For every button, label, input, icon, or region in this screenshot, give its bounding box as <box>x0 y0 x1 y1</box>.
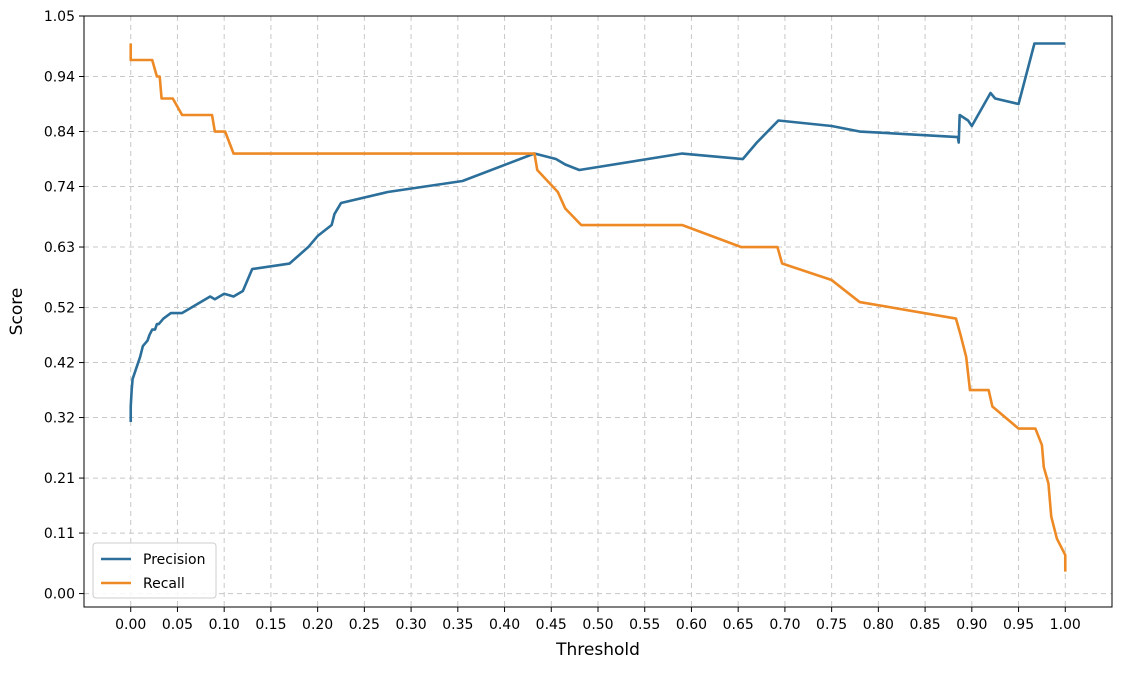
series-line-precision <box>129 42 1066 422</box>
x-tick-label: 0.10 <box>209 617 240 633</box>
legend-label-precision: Precision <box>143 552 205 568</box>
x-tick-label: 0.20 <box>302 617 333 633</box>
grid <box>84 15 1112 607</box>
x-tick-label: 1.00 <box>1050 617 1081 633</box>
y-tick-label: 0.11 <box>44 526 75 542</box>
legend-label-recall: Recall <box>143 576 185 592</box>
x-axis-ticks: 0.00 0.05 0.10 0.15 0.20 0.25 0.30 0.35 0.40 0.45… <box>115 607 1081 633</box>
y-tick-label: 0.52 <box>44 301 75 317</box>
x-tick-label: 0.95 <box>1003 617 1034 633</box>
x-tick-label: 0.80 <box>863 617 894 633</box>
y-tick-label: 0.32 <box>44 411 75 427</box>
x-tick-label: 0.40 <box>489 617 520 633</box>
y-tick-label: 0.74 <box>44 180 75 196</box>
x-tick-label: 0.60 <box>676 617 707 633</box>
y-tick-label: 0.63 <box>44 240 75 256</box>
x-tick-label: 0.30 <box>396 617 427 633</box>
plot-frame <box>83 15 1113 608</box>
legend: Precision Recall <box>92 542 217 599</box>
y-tick-label: 1.05 <box>44 9 75 25</box>
series-layer <box>129 42 1067 572</box>
x-tick-label: 0.00 <box>115 617 146 633</box>
y-axis-ticks: 0.00 0.11 0.21 0.32 0.42 0.52 0.63 0.74 0.84 0.94… <box>44 9 84 603</box>
x-tick-label: 0.85 <box>910 617 941 633</box>
x-tick-label: 0.75 <box>816 617 847 633</box>
x-tick-label: 0.05 <box>162 617 193 633</box>
y-tick-label: 0.84 <box>44 125 75 141</box>
x-tick-label: 0.25 <box>349 617 380 633</box>
x-tick-label: 0.35 <box>442 617 473 633</box>
x-tick-label: 0.90 <box>956 617 987 633</box>
x-tick-label: 0.65 <box>723 617 754 633</box>
x-tick-label: 0.70 <box>769 617 800 633</box>
y-tick-label: 0.42 <box>44 356 75 372</box>
x-tick-label: 0.15 <box>255 617 286 633</box>
y-axis-label: Score <box>7 288 27 336</box>
y-tick-label: 0.94 <box>44 70 75 86</box>
series-line-recall <box>129 43 1067 572</box>
y-tick-label: 0.00 <box>44 587 75 603</box>
y-tick-label: 0.21 <box>44 471 75 487</box>
x-tick-label: 0.50 <box>582 617 613 633</box>
x-axis-label: Threshold <box>555 640 640 660</box>
x-tick-label: 0.55 <box>629 617 660 633</box>
x-tick-label: 0.45 <box>536 617 567 633</box>
